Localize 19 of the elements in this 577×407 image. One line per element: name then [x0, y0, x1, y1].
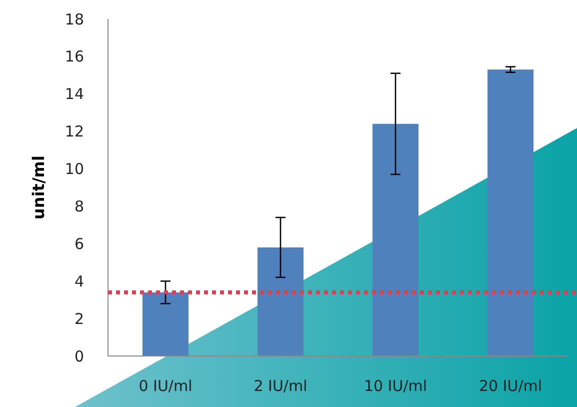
- bar: [488, 70, 534, 356]
- y-tick-label: 18: [64, 10, 84, 28]
- y-tick-label: 4: [74, 272, 84, 290]
- y-axis-title: unit/ml: [29, 156, 48, 220]
- bar: [372, 124, 418, 356]
- y-tick-label: 14: [64, 85, 84, 104]
- x-tick-label: 0 IU/ml: [138, 377, 192, 395]
- bar: [142, 292, 188, 356]
- y-tick-label: 16: [64, 48, 84, 66]
- x-tick-label: 10 IU/ml: [364, 377, 428, 395]
- x-tick-label: 2 IU/ml: [254, 377, 308, 395]
- y-tick-label: 10: [64, 160, 84, 178]
- y-tick-label: 12: [64, 122, 84, 141]
- y-tick-label: 6: [74, 234, 84, 253]
- y-tick-label: 8: [74, 197, 84, 216]
- y-tick-label: 2: [74, 310, 84, 328]
- y-tick-label: 0: [74, 347, 84, 366]
- bar: [258, 247, 304, 356]
- x-tick-label: 20 IU/ml: [478, 377, 542, 395]
